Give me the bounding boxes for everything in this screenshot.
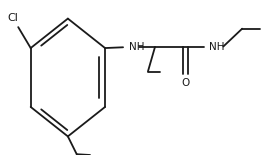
Text: Cl: Cl [7,13,18,23]
Text: NH: NH [129,42,144,52]
Text: NH: NH [209,42,224,52]
Text: O: O [181,78,189,88]
